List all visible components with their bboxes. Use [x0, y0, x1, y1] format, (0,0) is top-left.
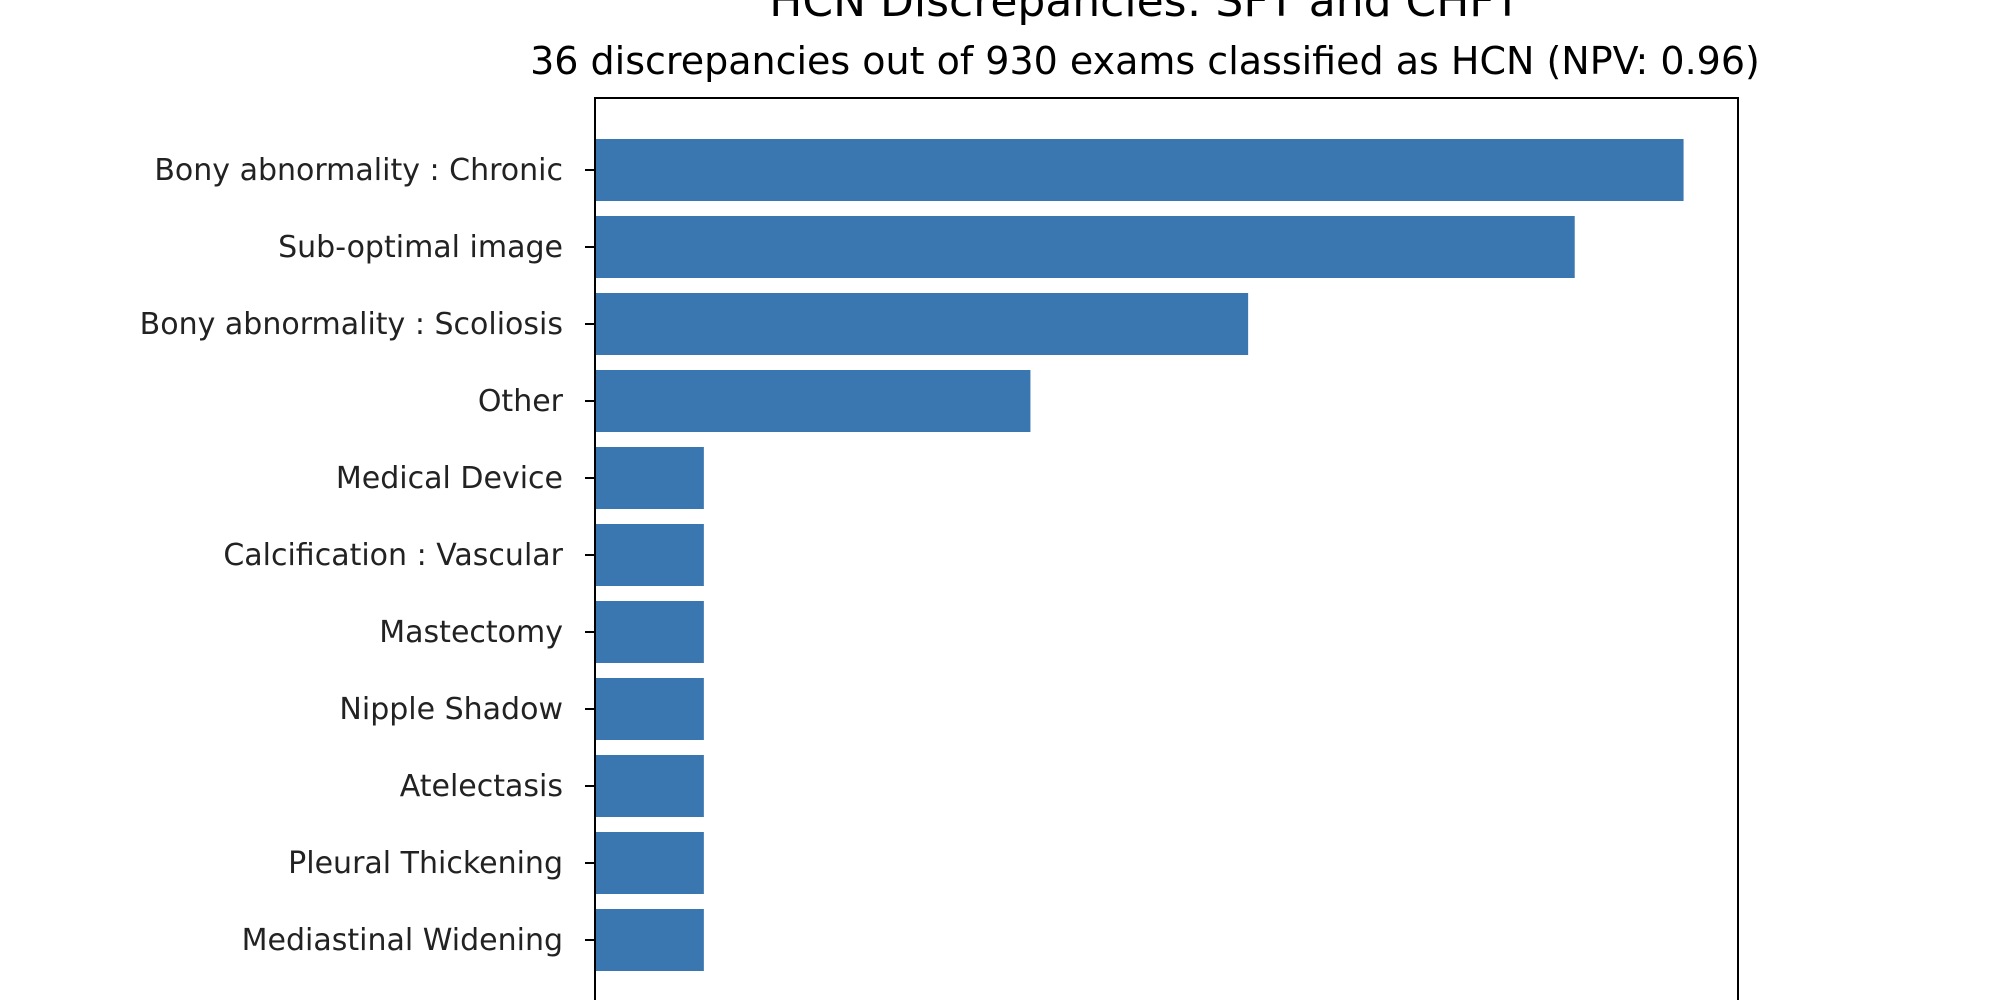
bar	[595, 678, 704, 740]
y-tick-label: Bony abnormality : Scoliosis	[140, 307, 563, 342]
bar	[595, 447, 704, 509]
y-tick-label: Calcification : Vascular	[223, 538, 563, 573]
bar	[595, 293, 1249, 355]
y-tick-label: Medical Device	[336, 461, 563, 496]
bar	[595, 370, 1031, 432]
y-tick-label: Sub-optimal image	[278, 230, 563, 265]
bar	[595, 755, 704, 817]
chart-subtitle: 36 discrepancies out of 930 exams classi…	[530, 39, 1760, 83]
y-ticks-group: Bony abnormality : Chronic Sub-optimal im…	[140, 153, 595, 958]
chart-title: HCN Discrepancies: SFT and CHFT	[769, 0, 1521, 27]
y-tick-label: Bony abnormality : Chronic	[154, 153, 563, 188]
y-tick-label: Pleural Thickening	[288, 846, 563, 881]
bars-group	[595, 139, 1684, 971]
bar	[595, 832, 704, 894]
y-tick-label: Other	[478, 384, 564, 419]
y-tick-label: Mastectomy	[379, 615, 563, 650]
bar	[595, 601, 704, 663]
y-tick-label: Mediastinal Widening	[242, 923, 563, 958]
axes-frame	[594, 97, 1739, 1000]
y-tick-label: Nipple Shadow	[339, 692, 563, 727]
y-tick-label: Atelectasis	[400, 769, 563, 804]
bar	[595, 139, 1684, 201]
bar	[595, 909, 704, 971]
bar	[595, 524, 704, 586]
bar	[595, 216, 1575, 278]
